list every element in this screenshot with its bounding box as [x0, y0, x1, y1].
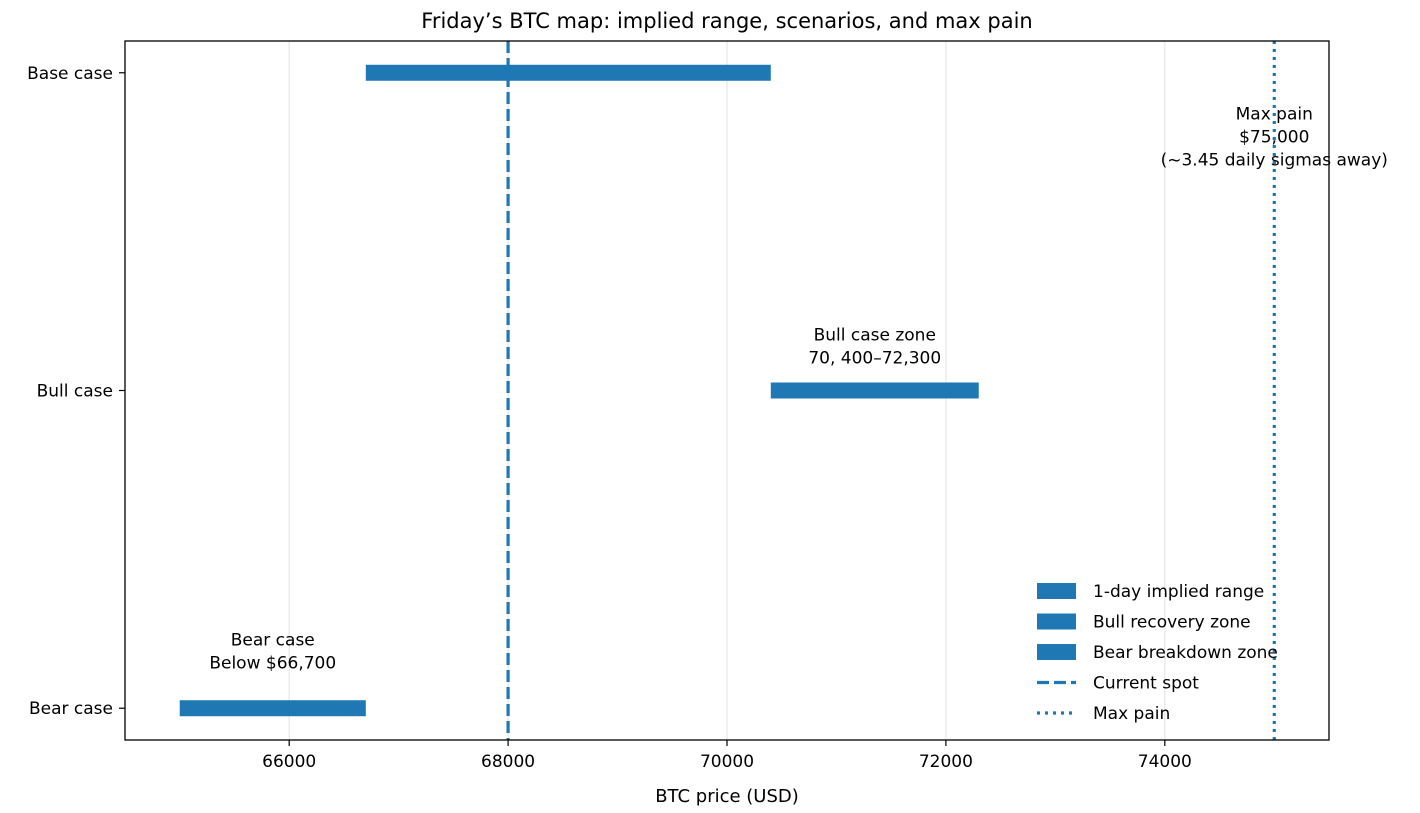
x-tick-label: 66000 [262, 752, 316, 772]
range-bar [770, 382, 979, 399]
y-tick-label: Bear case [29, 699, 113, 719]
x-axis-label: BTC price (USD) [655, 786, 799, 807]
legend-swatch [1037, 644, 1076, 660]
range-bar [179, 700, 366, 717]
legend: 1-day implied range Bull recovery zone Bea… [1037, 582, 1278, 724]
chart-title: Friday’s BTC map: implied range, scenari… [421, 9, 1032, 33]
legend-label: 1-day implied range [1093, 582, 1264, 602]
annotation-text: Max pain [1236, 104, 1313, 124]
legend-label: Bull recovery zone [1093, 613, 1251, 633]
x-tick-label: 68000 [481, 752, 535, 772]
legend-label: Bear breakdown zone [1093, 643, 1278, 663]
legend-swatch [1037, 613, 1076, 630]
y-tick-label: Bull case [37, 382, 113, 402]
legend-label: Max pain [1093, 704, 1170, 724]
legend-label: Current spot [1093, 674, 1199, 694]
legend-swatch [1037, 583, 1076, 599]
range-bar [365, 64, 771, 81]
annotation-text: Below $66,700 [209, 654, 336, 674]
annotation-text: Bear case [231, 631, 315, 651]
annotation-text: $75,000 [1239, 127, 1309, 147]
annotation-text: Bull case zone [814, 326, 936, 346]
x-tick-label: 72000 [919, 752, 973, 772]
y-tick-label: Base case [27, 64, 113, 84]
x-tick-label: 74000 [1138, 752, 1192, 772]
annotation-text: (~3.45 daily sigmas away) [1161, 150, 1388, 170]
annotation-text: 70, 400–72,300 [808, 349, 941, 369]
x-tick-label: 70000 [700, 752, 754, 772]
